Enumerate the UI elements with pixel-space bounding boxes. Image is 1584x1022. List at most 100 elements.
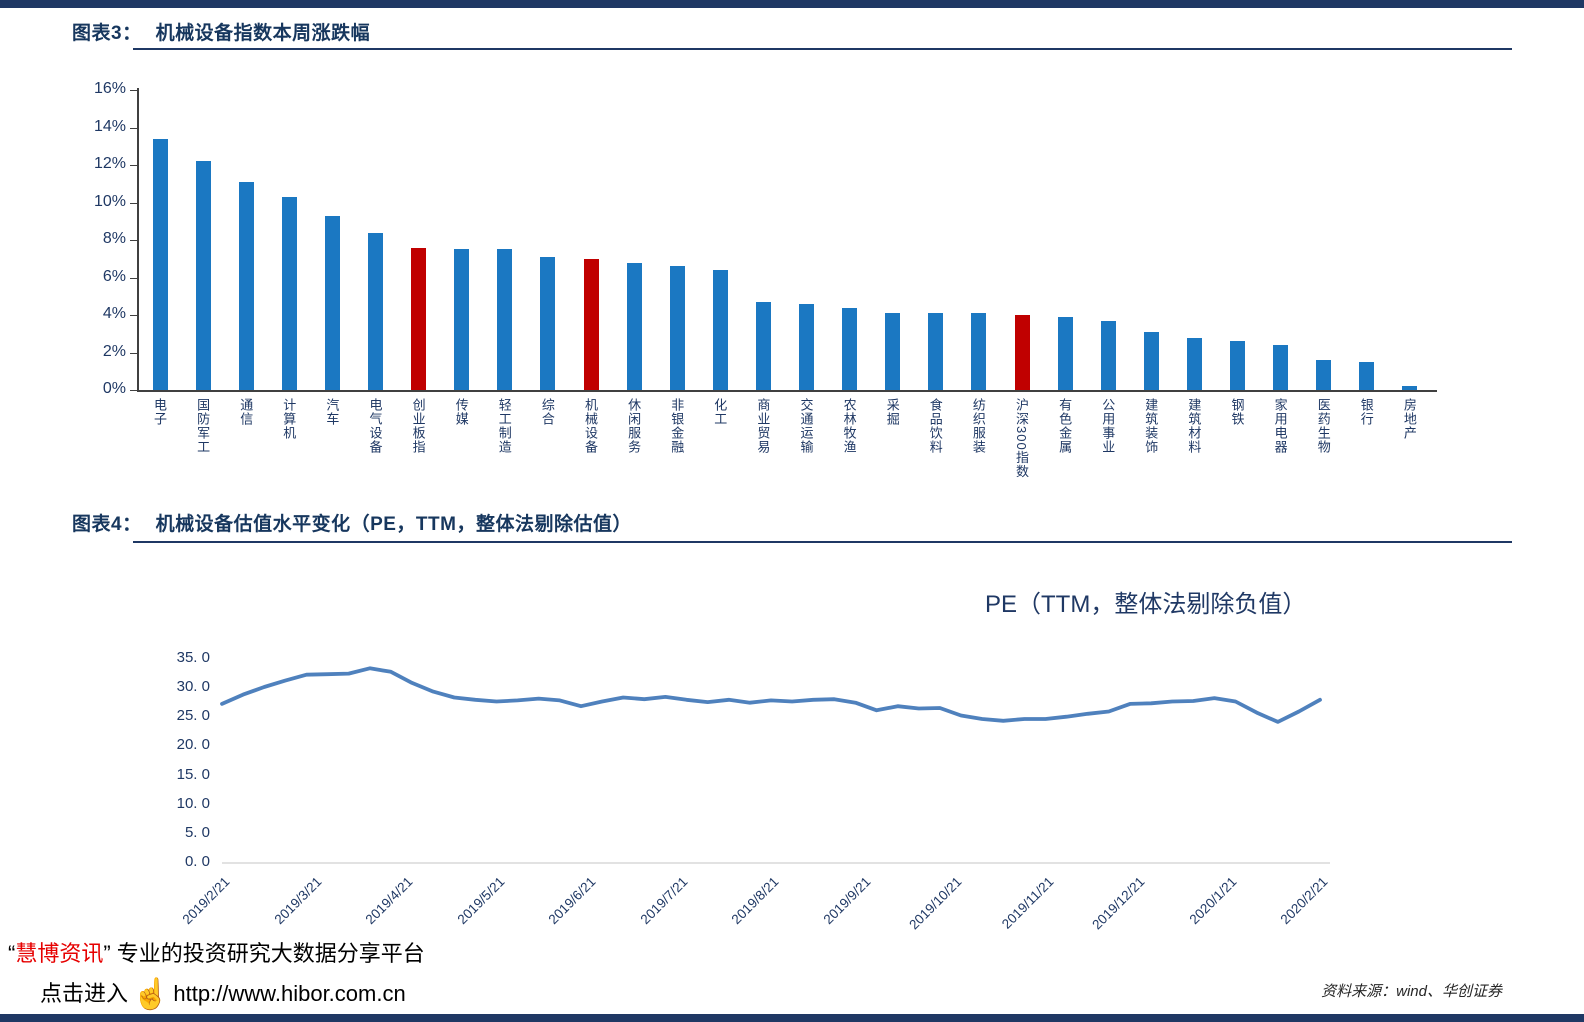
bar-highlighted (411, 247, 427, 390)
hibor-url-link[interactable]: http://www.hibor.com.cn (173, 981, 406, 1006)
bar (1230, 341, 1245, 390)
line-x-axis-label: 2019/6/21 (545, 874, 599, 928)
bar-category-label: 机械设备 (583, 398, 598, 454)
bar-category-label: 汽车 (324, 398, 340, 426)
bar-y-axis-label: 14% (93, 117, 126, 135)
quote-open: “ (8, 941, 16, 966)
bar-category-label: 农林牧渔 (841, 398, 857, 454)
bottom-border-bar (0, 1014, 1584, 1022)
figure4-title-rule (133, 541, 1512, 543)
bar-category-label: 非银金融 (669, 398, 685, 454)
bar-category-label: 综合 (539, 398, 555, 426)
bar-category-label: 化工 (712, 398, 728, 426)
bar-category-label: 家用电器 (1272, 398, 1288, 454)
bar (1316, 360, 1332, 390)
data-source-note: 资料来源：wind、华创证券 (1321, 983, 1502, 1000)
bar-y-axis-tick (130, 277, 137, 279)
line-x-axis-label: 2020/2/21 (1277, 874, 1331, 928)
bar (755, 301, 771, 390)
bar-category-label: 商业贸易 (755, 398, 771, 454)
figure3-title-text: 机械设备指数本周涨跌幅 (155, 23, 371, 44)
cta-enter-label[interactable]: 点击进入 (40, 981, 129, 1006)
bar (1143, 331, 1159, 390)
line-y-axis-label: 15. 0 (176, 765, 210, 783)
bar-category-label: 房地产 (1401, 398, 1417, 440)
bar (669, 266, 685, 390)
figure4-title: 图表4： 机械设备估值水平变化（PE，TTM，整体法剔除估值） (72, 509, 632, 536)
quote-close: ” (103, 941, 111, 966)
hand-cursor-icon: ☝ (132, 978, 170, 1011)
bar (928, 313, 944, 390)
line-y-axis-label: 20. 0 (176, 736, 210, 754)
bar-category-label: 医药生物 (1315, 398, 1331, 454)
line-x-axis-label: 2019/11/21 (998, 874, 1057, 932)
bar-highlighted (583, 258, 599, 390)
pe-series-line (220, 666, 1322, 724)
bar-y-axis-line (137, 88, 139, 390)
line-x-axis-label: 2019/5/21 (454, 874, 508, 928)
bar-y-axis-tick (130, 315, 137, 316)
line-x-axis-label: 2019/10/21 (906, 874, 965, 933)
bar (626, 262, 642, 390)
bar-y-axis-label: 6% (102, 267, 126, 285)
bar-y-axis-label: 8% (102, 230, 126, 247)
bar (842, 307, 858, 390)
brand-huibo: 慧博资讯 (15, 941, 104, 966)
figure3-title-rule (133, 48, 1512, 50)
bar-y-axis-tick (130, 90, 137, 91)
bar-y-axis-label: 0% (102, 380, 126, 397)
figure3-title-label: 图表3： (72, 23, 142, 44)
figure4-title-text: 机械设备估值水平变化（PE，TTM，整体法剔除估值） (155, 514, 632, 535)
bar-y-axis-tick (130, 127, 137, 129)
line-x-axis-label: 2019/12/21 (1089, 874, 1148, 933)
bar (368, 232, 383, 390)
bar (540, 256, 556, 390)
bar (238, 181, 254, 390)
line-y-axis-label: 30. 0 (176, 678, 210, 696)
bar-category-label: 建筑材料 (1186, 398, 1202, 454)
bar (152, 138, 168, 390)
bar-y-axis-label: 4% (102, 305, 126, 322)
bar (971, 313, 987, 390)
bar-category-label: 公用事业 (1100, 398, 1116, 454)
figure4-title-label: 图表4： (72, 514, 142, 535)
footer-tagline-text: 专业的投资研究大数据分享平台 (116, 941, 425, 966)
bar-y-axis-tick (130, 202, 137, 204)
bar (799, 303, 814, 390)
bar (195, 161, 211, 390)
bar (1402, 386, 1418, 390)
bar-category-label: 通信 (238, 398, 254, 426)
bar-category-label: 食品饮料 (927, 398, 943, 454)
bar-category-label: 休闲服务 (626, 398, 642, 454)
bar-category-label: 计算机 (281, 398, 297, 440)
bar-category-label: 传媒 (453, 398, 469, 426)
bar-category-label: 银行 (1358, 398, 1374, 426)
line-x-axis-label: 2019/9/21 (820, 874, 874, 928)
line-x-axis-label: 2020/1/21 (1186, 874, 1240, 928)
bar (885, 313, 901, 390)
bar-category-label: 采掘 (884, 398, 900, 426)
top-border-bar (0, 0, 1584, 8)
bar-category-label: 钢铁 (1229, 398, 1245, 426)
bar-y-axis-label: 16% (93, 80, 126, 97)
bar-category-label: 交通运输 (798, 398, 814, 454)
line-y-axis-label: 25. 0 (176, 707, 210, 725)
line-y-axis-label: 0. 0 (184, 853, 210, 870)
bar-category-label: 有色金属 (1057, 398, 1073, 454)
pe-chart-title: PE（TTM，整体法剔除负值） (985, 591, 1307, 618)
bar-x-axis-line (137, 390, 1437, 392)
bar-category-label: 轻工制造 (496, 398, 512, 454)
bar (1359, 361, 1375, 390)
bar-category-label: 电气设备 (367, 398, 383, 454)
line-x-axis-label: 2019/7/21 (637, 874, 691, 928)
bar-category-label: 创业板指 (410, 398, 426, 454)
bar-y-axis-label: 12% (93, 155, 126, 172)
bar (324, 215, 340, 390)
bar (454, 249, 470, 390)
bar-category-label: 建筑装饰 (1143, 398, 1159, 454)
bar (712, 270, 728, 390)
bar (1186, 337, 1202, 390)
line-x-axis-label: 2019/8/21 (728, 874, 782, 928)
bar-category-label: 纺织服装 (970, 398, 986, 454)
